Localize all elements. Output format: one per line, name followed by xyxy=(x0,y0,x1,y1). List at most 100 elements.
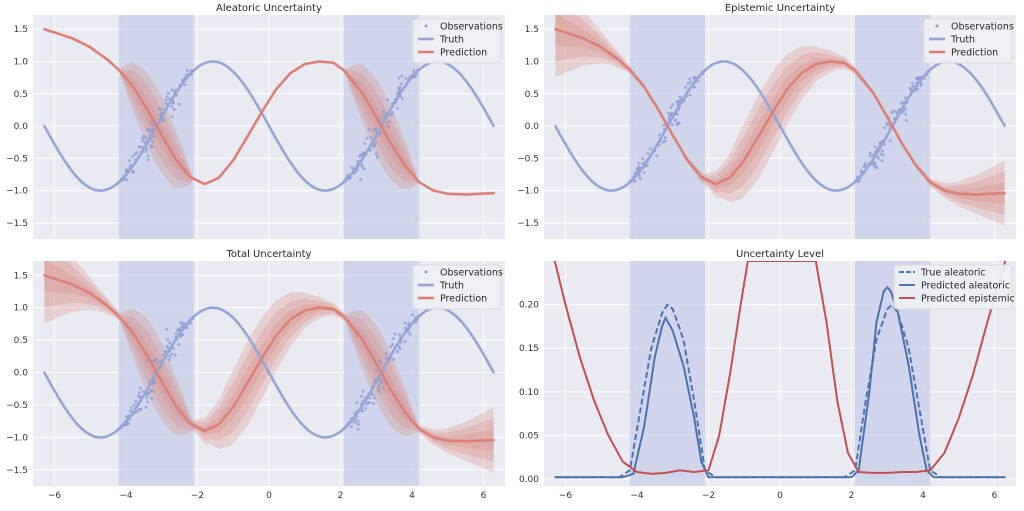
x-tick-label: 6 xyxy=(992,491,998,501)
observation-point xyxy=(373,142,377,146)
observation-point xyxy=(136,394,140,398)
y-tick-label: −1.5 xyxy=(6,219,28,229)
uncertainty-band-2 xyxy=(44,261,494,462)
observation-point xyxy=(179,321,183,325)
plot-area xyxy=(554,15,1006,226)
y-tick-label: 1.0 xyxy=(525,57,540,67)
legend-marker-observations xyxy=(935,24,939,28)
y-tick-label: −0.5 xyxy=(517,154,539,164)
observation-point xyxy=(156,361,160,365)
observation-point xyxy=(137,391,141,395)
legend-label: Observations xyxy=(440,268,503,279)
observation-point xyxy=(359,178,363,182)
observation-point xyxy=(181,321,185,325)
uncertainty-band-3 xyxy=(44,261,494,473)
observation-point xyxy=(171,100,175,104)
observation-point xyxy=(149,120,153,124)
observation-point xyxy=(688,77,692,81)
observation-point xyxy=(173,353,177,357)
observation-point xyxy=(879,152,883,156)
shaded-region xyxy=(629,261,705,486)
observation-point xyxy=(170,105,174,109)
observation-point xyxy=(148,390,152,394)
panel-1: −1.5 −1.0 −0.5 0.0 0.5 1.0 1.5 Epistemic Uncert… xyxy=(517,3,1016,239)
x-tick-label: 0 xyxy=(266,491,272,501)
legend-box xyxy=(893,264,1013,310)
y-tick-label: −0.5 xyxy=(6,401,28,411)
observation-point xyxy=(904,96,908,100)
observation-point xyxy=(396,350,400,354)
observation-point xyxy=(356,427,360,431)
observation-point xyxy=(638,177,642,181)
observation-point xyxy=(397,86,401,90)
y-tick-label: −1.5 xyxy=(6,466,28,476)
observation-point xyxy=(150,396,154,400)
observation-point xyxy=(686,82,690,86)
observation-point xyxy=(386,120,390,124)
observation-point xyxy=(403,321,407,325)
truth-line xyxy=(554,60,1006,192)
x-tick-label: −2 xyxy=(191,491,204,501)
observation-point xyxy=(863,164,867,168)
observation-point xyxy=(164,327,168,331)
observation-point xyxy=(150,139,154,143)
uncertainty-band-3 xyxy=(555,15,1005,226)
observation-point xyxy=(378,360,382,364)
uncertainty-band-1 xyxy=(44,261,494,451)
observation-point xyxy=(360,394,364,398)
y-tick-label: −1.5 xyxy=(517,219,539,229)
observation-point xyxy=(364,406,368,410)
observation-point xyxy=(633,179,637,183)
observation-point xyxy=(139,407,143,411)
x-tick-label: −6 xyxy=(48,491,62,501)
observation-point xyxy=(168,341,172,345)
observation-point xyxy=(904,119,908,123)
observation-point xyxy=(152,135,156,139)
legend-label: Predicted aleatoric xyxy=(921,281,1010,292)
observation-point xyxy=(667,115,671,119)
y-tick-label: 1.0 xyxy=(14,304,29,314)
legend-label: True aleatoric xyxy=(920,268,986,279)
y-tick-label: 0.5 xyxy=(14,336,28,346)
legend-box xyxy=(412,18,502,64)
observation-point xyxy=(375,155,379,159)
observation-point xyxy=(369,135,373,139)
observation-point xyxy=(370,393,374,397)
x-tick-label: −4 xyxy=(119,491,133,501)
observation-point xyxy=(172,108,176,112)
observation-point xyxy=(657,133,661,137)
observation-point xyxy=(870,163,874,167)
observation-point xyxy=(398,347,402,351)
legend-marker-observations xyxy=(424,270,428,274)
observation-point xyxy=(146,400,150,404)
observation-point xyxy=(379,377,383,381)
observation-point xyxy=(379,380,383,384)
y-tick-label: 0.0 xyxy=(14,369,29,379)
observation-point xyxy=(380,116,384,120)
observation-point xyxy=(367,401,371,405)
observation-point xyxy=(873,165,877,169)
observation-point xyxy=(365,136,369,140)
observation-point xyxy=(392,357,396,361)
observation-point xyxy=(167,355,171,359)
y-tick-label: −0.5 xyxy=(6,154,28,164)
observation-point xyxy=(356,419,360,423)
observation-point xyxy=(372,396,376,400)
y-tick-label: −1.0 xyxy=(6,433,28,443)
observation-point xyxy=(882,126,886,130)
observation-point xyxy=(164,98,168,102)
observation-point xyxy=(403,340,407,344)
x-tick-label: 4 xyxy=(409,491,415,501)
observation-point xyxy=(408,332,412,336)
observation-point xyxy=(642,171,646,175)
observation-point xyxy=(389,113,393,117)
y-tick-label: −1.0 xyxy=(6,187,28,197)
observation-point xyxy=(637,161,641,165)
observation-point xyxy=(648,147,652,151)
observation-point xyxy=(138,145,142,149)
observation-point xyxy=(145,393,149,397)
observation-point xyxy=(134,399,138,403)
truth-line xyxy=(43,60,495,192)
observation-point xyxy=(892,109,896,113)
